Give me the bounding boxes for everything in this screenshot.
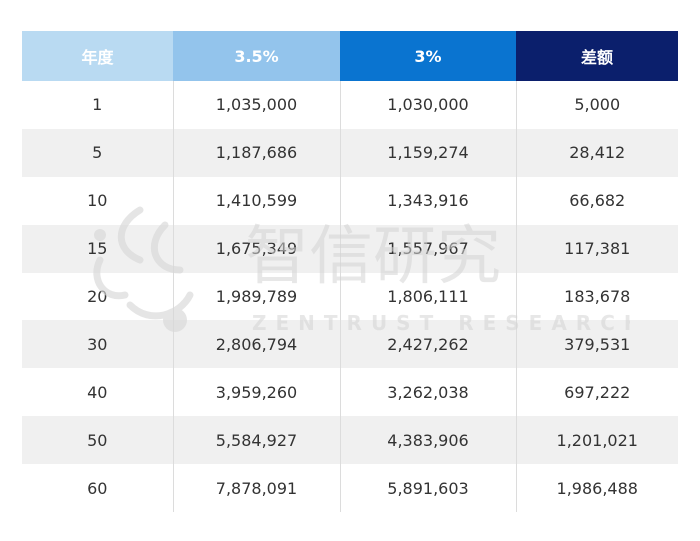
table-row: 1 1,035,000 1,030,000 5,000 — [22, 81, 678, 129]
rate-comparison-table: 年度 3.5% 3% 差额 1 1,035,000 1,030,000 5,000 5 1… — [22, 31, 678, 513]
cell-rate-3: 2,427,262 — [340, 320, 517, 369]
cell-difference: 66,682 — [516, 176, 678, 225]
cell-year: 1 — [22, 81, 174, 129]
header-row: 年度 3.5% 3% 差额 — [22, 31, 678, 81]
cell-year: 60 — [22, 464, 174, 513]
table-row: 10 1,410,599 1,343,916 66,682 — [22, 176, 678, 225]
cell-rate-3: 5,891,603 — [340, 464, 517, 513]
cell-rate-3: 1,557,967 — [340, 224, 517, 273]
cell-year: 40 — [22, 368, 174, 417]
header-rate-3: 3% — [340, 31, 516, 81]
cell-year: 30 — [22, 320, 174, 369]
cell-year: 5 — [22, 128, 174, 177]
table-row: 20 1,989,789 1,806,111 183,678 — [22, 272, 678, 321]
cell-rate-3-5: 5,584,927 — [173, 416, 341, 465]
cell-difference: 1,986,488 — [516, 464, 678, 513]
table-row: 50 5,584,927 4,383,906 1,201,021 — [22, 416, 678, 465]
cell-rate-3-5: 1,675,349 — [173, 224, 341, 273]
cell-year: 10 — [22, 176, 174, 225]
cell-rate-3: 3,262,038 — [340, 368, 517, 417]
cell-rate-3-5: 1,035,000 — [173, 81, 341, 129]
cell-difference: 28,412 — [516, 128, 678, 177]
cell-rate-3: 1,343,916 — [340, 176, 517, 225]
table-row: 40 3,959,260 3,262,038 697,222 — [22, 368, 678, 417]
table-row: 60 7,878,091 5,891,603 1,986,488 — [22, 464, 678, 513]
cell-rate-3: 4,383,906 — [340, 416, 517, 465]
cell-rate-3-5: 2,806,794 — [173, 320, 341, 369]
cell-difference: 183,678 — [516, 272, 678, 321]
cell-rate-3-5: 7,878,091 — [173, 464, 341, 513]
cell-difference: 1,201,021 — [516, 416, 678, 465]
cell-rate-3-5: 3,959,260 — [173, 368, 341, 417]
cell-year: 50 — [22, 416, 174, 465]
cell-rate-3-5: 1,989,789 — [173, 272, 341, 321]
header-difference: 差额 — [516, 31, 678, 81]
cell-difference: 379,531 — [516, 320, 678, 369]
cell-rate-3: 1,806,111 — [340, 272, 517, 321]
header-rate-3-5: 3.5% — [173, 31, 340, 81]
cell-difference: 5,000 — [516, 81, 678, 129]
cell-rate-3-5: 1,410,599 — [173, 176, 341, 225]
cell-rate-3: 1,159,274 — [340, 128, 517, 177]
cell-year: 20 — [22, 272, 174, 321]
cell-difference: 117,381 — [516, 224, 678, 273]
cell-difference: 697,222 — [516, 368, 678, 417]
cell-year: 15 — [22, 224, 174, 273]
table-row: 5 1,187,686 1,159,274 28,412 — [22, 128, 678, 177]
table-row: 30 2,806,794 2,427,262 379,531 — [22, 320, 678, 369]
table-row: 15 1,675,349 1,557,967 117,381 — [22, 224, 678, 273]
cell-rate-3-5: 1,187,686 — [173, 128, 341, 177]
header-year: 年度 — [22, 31, 173, 81]
cell-rate-3: 1,030,000 — [340, 81, 517, 129]
